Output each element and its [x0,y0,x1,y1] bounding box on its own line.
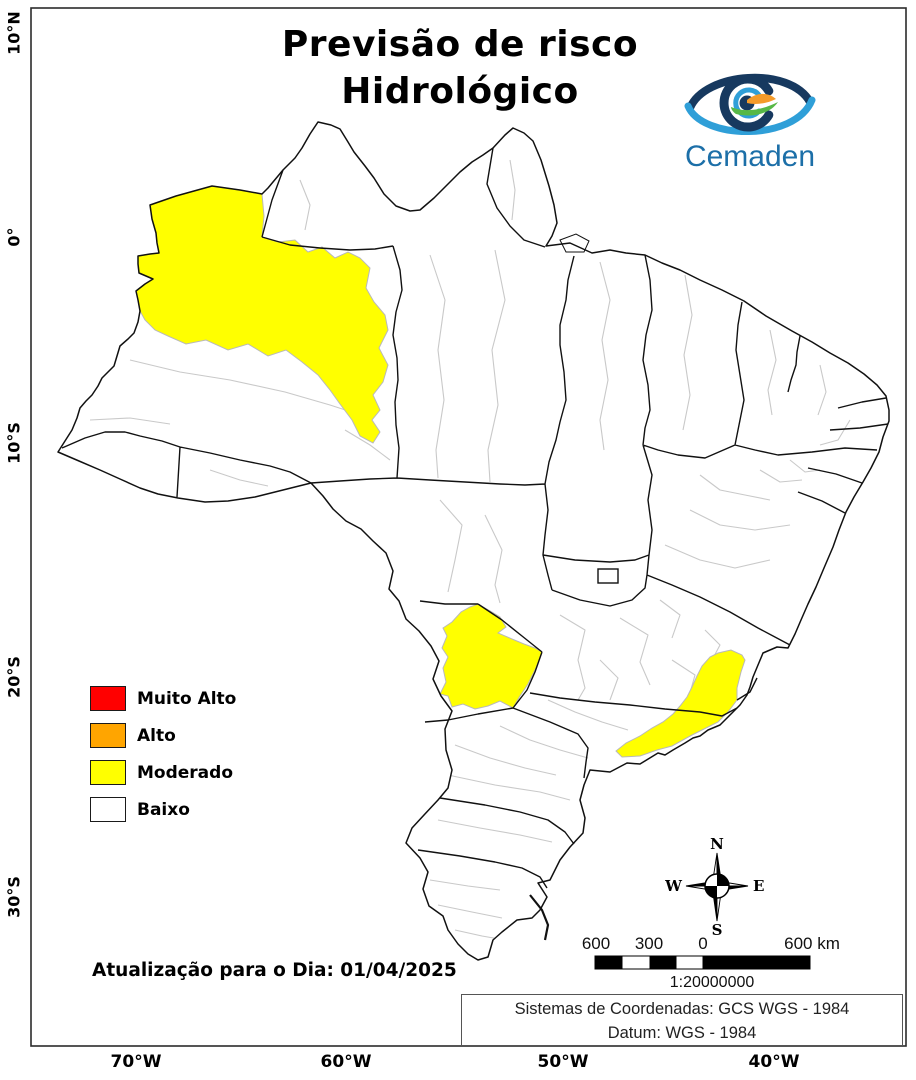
compass-north-label: N [710,835,724,853]
marajo-island [559,233,590,253]
coordinate-system-box: Sistemas de Coordenadas: GCS WGS - 1984 … [461,994,903,1046]
brazil-country-outline [57,121,890,961]
risk-legend: Muito Alto Alto Moderado Baixo [90,680,236,828]
cemaden-logo-icon [684,73,816,135]
lon-label-60w: 60°W [320,1052,372,1072]
compass-west-label: W [664,877,683,895]
page-title: Previsão de risco Hidrológico [140,22,780,116]
scale-tick-600-left: 600 [581,934,611,953]
lon-label-40w: 40°W [748,1052,800,1072]
title-line-2: Hidrológico [341,70,579,112]
coordinate-system-line: Sistemas de Coordenadas: GCS WGS - 1984 [514,1000,850,1018]
distrito-federal-square [597,568,619,584]
compass-east-label: E [753,877,764,895]
cemaden-wordmark: Cemaden [684,140,816,173]
lat-label-30s: 30°S [4,876,24,918]
datum-line: Datum: WGS - 1984 [607,1024,757,1042]
lon-label-50w: 50°W [537,1052,589,1072]
legend-label-moderado: Moderado [137,762,233,783]
scale-tick-600-km: 600 km [784,934,840,953]
compass-south-label: S [712,921,723,939]
lat-label-10n: 10°N [4,11,24,55]
scale-tick-300: 300 [634,934,664,953]
legend-swatch-moderado [90,760,126,785]
scale-bar [594,955,811,970]
legend-row-baixo: Baixo [90,791,236,828]
lat-label-10s: 10°S [4,422,24,464]
legend-swatch-baixo [90,797,126,822]
scale-tick-0: 0 [698,934,708,953]
legend-row-moderado: Moderado [90,754,236,791]
title-line-1: Previsão de risco [281,24,639,65]
lagoa-dos-patos [529,894,550,941]
risk-region-central [439,603,543,710]
legend-row-alto: Alto [90,717,236,754]
update-date-note: Atualização para o Dia: 01/04/2025 [92,960,457,981]
legend-swatch-muito-alto [90,686,126,711]
legend-label-alto: Alto [137,725,176,746]
lon-label-70w: 70°W [110,1052,162,1072]
compass-rose-icon: N S W E [664,835,764,939]
legend-row-muito-alto: Muito Alto [90,680,236,717]
state-borders [61,147,889,889]
risk-region-southeast-coast [615,649,746,758]
legend-label-baixo: Baixo [137,799,190,820]
legend-swatch-alto [90,723,126,748]
legend-label-muito-alto: Muito Alto [137,688,237,709]
lat-label-20s: 20°S [4,656,24,698]
scale-ratio: 1:20000000 [669,974,755,991]
lat-label-0: 0° [4,227,24,247]
